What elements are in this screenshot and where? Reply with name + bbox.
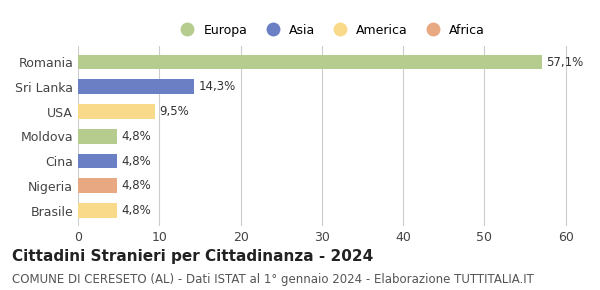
Text: 4,8%: 4,8% — [121, 130, 151, 143]
Text: 4,8%: 4,8% — [121, 179, 151, 192]
Text: 57,1%: 57,1% — [546, 55, 583, 68]
Text: COMUNE DI CERESETO (AL) - Dati ISTAT al 1° gennaio 2024 - Elaborazione TUTTITALI: COMUNE DI CERESETO (AL) - Dati ISTAT al … — [12, 273, 534, 286]
Text: 9,5%: 9,5% — [159, 105, 189, 118]
Text: Cittadini Stranieri per Cittadinanza - 2024: Cittadini Stranieri per Cittadinanza - 2… — [12, 249, 373, 264]
Bar — [78, 79, 194, 94]
Bar — [78, 203, 117, 218]
Bar — [78, 178, 117, 193]
Bar — [78, 104, 155, 119]
Legend: Europa, Asia, America, Africa: Europa, Asia, America, Africa — [175, 23, 485, 37]
Text: 4,8%: 4,8% — [121, 155, 151, 168]
Text: 4,8%: 4,8% — [121, 204, 151, 217]
Bar — [78, 129, 117, 144]
Text: 14,3%: 14,3% — [199, 80, 236, 93]
Bar — [78, 55, 542, 69]
Bar — [78, 154, 117, 168]
